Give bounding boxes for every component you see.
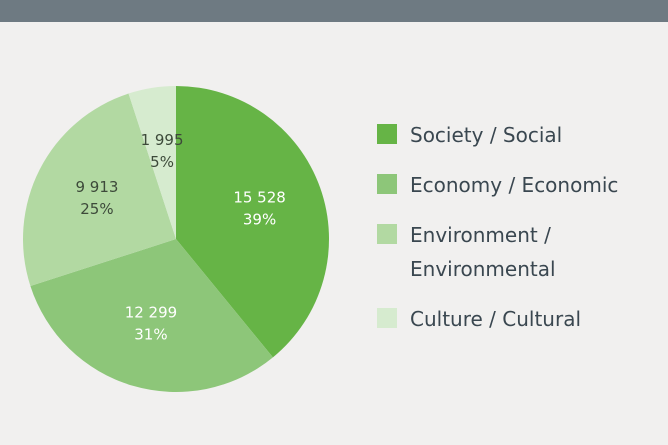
top-bar — [0, 0, 668, 22]
legend-label: Culture / Cultural — [410, 307, 582, 331]
legend-item: Economy / Economic — [377, 168, 637, 202]
legend-swatch — [377, 308, 397, 328]
percent-label: 5% — [150, 153, 174, 171]
pie-slice — [23, 93, 177, 286]
value-label: 12 299 — [125, 304, 178, 322]
legend-swatch — [377, 224, 397, 244]
percent-label: 25% — [80, 200, 113, 218]
legend-label: Economy / Economic — [410, 173, 619, 197]
legend: Society / Social Economy / Economic Enviro… — [377, 118, 637, 352]
value-label: 1 995 — [141, 131, 184, 149]
percent-label: 31% — [134, 326, 167, 344]
legend-label: Environment / Environmental — [410, 223, 556, 281]
legend-item: Culture / Cultural — [377, 302, 637, 336]
legend-item: Society / Social — [377, 118, 637, 152]
legend-label: Society / Social — [410, 123, 563, 147]
legend-swatch — [377, 124, 397, 144]
pie-slice — [176, 86, 329, 358]
legend-item: Environment / Environmental — [377, 218, 637, 286]
value-label: 9 913 — [75, 178, 118, 196]
legend-swatch — [377, 174, 397, 194]
value-label: 15 528 — [233, 189, 286, 207]
percent-label: 39% — [243, 211, 276, 229]
pie-slice — [128, 86, 176, 239]
pie-slice — [30, 239, 273, 392]
